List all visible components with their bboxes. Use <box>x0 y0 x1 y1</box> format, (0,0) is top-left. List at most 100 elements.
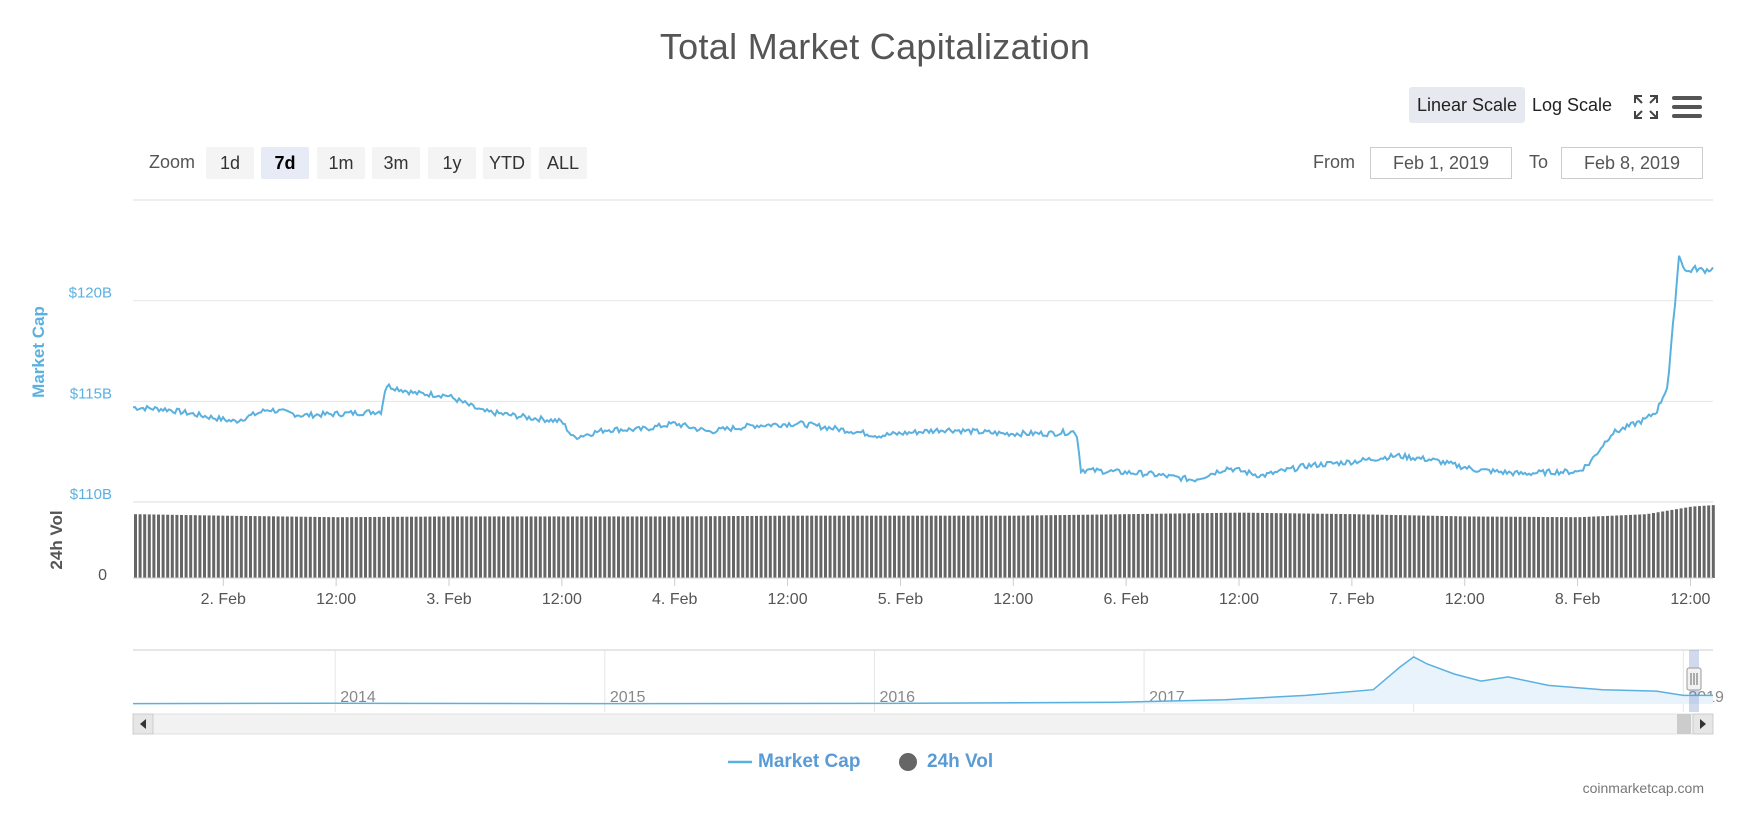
volume-bar <box>865 515 869 578</box>
zoom-1y-button[interactable]: 1y <box>428 147 476 179</box>
volume-bar <box>157 514 160 578</box>
volume-bar <box>1596 516 1600 578</box>
volume-bar <box>267 516 271 578</box>
volume-bar <box>1408 515 1412 578</box>
volume-bar <box>1679 508 1683 578</box>
volume-bar <box>626 516 630 578</box>
volume-bar <box>1026 515 1030 578</box>
volume-bar <box>198 515 202 578</box>
volume-bar <box>212 515 216 578</box>
volume-bar <box>483 516 487 578</box>
volume-bar <box>474 516 478 578</box>
volume-bar <box>962 515 965 578</box>
volume-bar <box>184 515 188 578</box>
legend-24h-vol[interactable]: 24h Vol <box>899 751 993 773</box>
volume-bar <box>1366 514 1370 578</box>
volume-bar <box>1339 513 1343 578</box>
volume-bar <box>1067 514 1071 578</box>
volume-bar <box>686 516 689 578</box>
volume-bar <box>773 515 777 578</box>
y-tick-label: $120B <box>69 285 112 302</box>
volume-bar <box>718 516 722 578</box>
volume-bar <box>736 516 740 578</box>
volume-bar <box>1606 515 1609 578</box>
volume-bar <box>175 514 179 578</box>
volume-bar <box>1592 516 1596 578</box>
volume-bar <box>1468 516 1471 578</box>
from-date-input[interactable]: Feb 1, 2019 <box>1370 147 1512 179</box>
volume-bar <box>1113 514 1117 578</box>
volume-bar <box>1440 515 1444 578</box>
zoom-1d-button[interactable]: 1d <box>206 147 254 179</box>
volume-bar <box>621 516 625 578</box>
volume-tick-label: 0 <box>98 567 107 584</box>
legend-dot-icon <box>899 752 917 771</box>
volume-bar <box>1541 516 1545 578</box>
volume-bar <box>423 516 427 578</box>
volume-bar <box>428 516 432 578</box>
volume-bar <box>787 515 791 578</box>
x-tick-label: 6. Feb <box>1103 591 1148 608</box>
volume-bar <box>1155 513 1159 578</box>
menu-icon[interactable] <box>1672 95 1702 119</box>
volume-bar <box>414 516 418 578</box>
log-scale-button[interactable]: Log Scale <box>1532 95 1613 115</box>
volume-bar <box>837 515 841 578</box>
volume-bar <box>446 516 450 578</box>
volume-bar <box>1081 514 1085 578</box>
volume-bar <box>653 516 657 578</box>
volume-bar <box>1316 513 1320 578</box>
linear-scale-button[interactable]: Linear Scale <box>1409 87 1526 123</box>
volume-bar <box>258 516 262 578</box>
volume-bar <box>1362 514 1366 578</box>
volume-bar <box>828 515 832 578</box>
volume-bar <box>1086 514 1090 578</box>
volume-bar <box>1399 515 1402 578</box>
volume-bar <box>1652 513 1655 578</box>
volume-bar <box>1472 516 1476 578</box>
legend-market-cap[interactable]: Market Cap <box>728 751 860 773</box>
volume-bar <box>676 516 680 578</box>
scrollbar-thumb[interactable] <box>1677 714 1691 734</box>
x-tick-label: 12:00 <box>768 591 808 608</box>
volume-bar <box>985 515 988 578</box>
volume-bar <box>934 515 938 578</box>
credits[interactable]: coinmarketcap.com <box>1582 780 1704 796</box>
volume-bar <box>1601 516 1605 578</box>
volume-bar <box>1348 514 1352 578</box>
volume-bar <box>690 516 694 578</box>
volume-bar <box>1417 515 1421 578</box>
volume-bar <box>1192 513 1195 578</box>
volume-bar <box>543 516 547 578</box>
volume-bar <box>170 514 174 578</box>
volume-bar <box>451 516 455 578</box>
volume-bar <box>1159 513 1163 578</box>
arrow-left-icon <box>140 719 146 729</box>
volume-bar <box>768 515 772 578</box>
volume-bar <box>791 515 795 578</box>
volume-bar <box>391 516 395 578</box>
volume-bar <box>1219 512 1223 578</box>
volume-bar <box>442 516 446 578</box>
x-tick-label: 12:00 <box>1445 591 1485 608</box>
volume-bar <box>1615 515 1619 578</box>
zoom-3m-button[interactable]: 3m <box>372 147 420 179</box>
zoom-1m-button[interactable]: 1m <box>317 147 365 179</box>
volume-bar <box>1564 517 1568 578</box>
volume-bar <box>249 516 252 578</box>
volume-bar <box>1353 514 1356 578</box>
to-date-input[interactable]: Feb 8, 2019 <box>1561 147 1703 179</box>
volume-bar <box>709 516 712 578</box>
zoom-all-button[interactable]: ALL <box>539 147 587 179</box>
zoom-ytd-button[interactable]: YTD <box>483 147 531 179</box>
volume-bar <box>377 516 381 578</box>
volume-bar <box>584 516 588 578</box>
volume-bar <box>778 515 781 578</box>
volume-bar <box>331 517 335 578</box>
volume-bar <box>511 516 515 578</box>
zoom-7d-button[interactable]: 7d <box>261 147 309 179</box>
volume-bar <box>1205 513 1209 578</box>
fullscreen-icon[interactable] <box>1634 95 1658 119</box>
volume-bar <box>948 515 952 578</box>
volume-bar <box>1693 506 1697 578</box>
